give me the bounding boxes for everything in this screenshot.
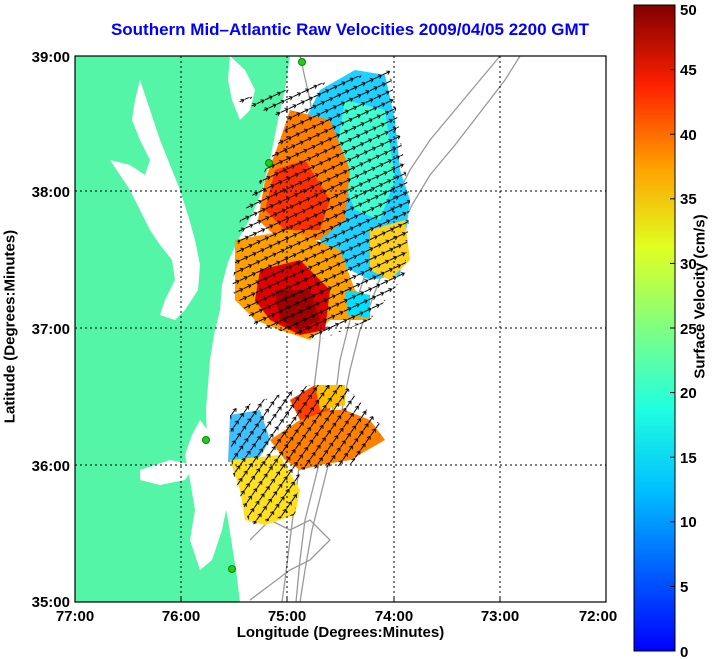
colorbar-tick-label: 40 — [680, 127, 697, 144]
x-tick-marks — [74, 596, 607, 602]
colorbar-title: Surface Velocity (cm/s) — [691, 214, 709, 379]
y-tick-label: 38:00 — [32, 184, 70, 201]
radar-stations — [202, 58, 306, 573]
y-tick-label: 37:00 — [32, 321, 70, 338]
x-tick-label: 76:00 — [162, 608, 200, 625]
grid-lines — [75, 56, 606, 602]
velocity-field-north — [232, 70, 410, 340]
colorbar-tick-label: 45 — [680, 62, 697, 79]
x-tick-label: 73:00 — [481, 608, 519, 625]
colorbar-tick-label: 15 — [680, 450, 697, 467]
y-tick-label: 36:00 — [32, 458, 70, 475]
station-marker — [202, 436, 210, 444]
x-tick-label: 77:00 — [56, 608, 94, 625]
colorbar-tick-label: 20 — [680, 385, 697, 402]
y-tick-label: 39:00 — [32, 49, 70, 66]
land-mass — [75, 56, 290, 602]
velocity-field-south — [228, 385, 385, 525]
colorbar-ticks — [670, 4, 675, 587]
colorbar-tick-label: 0 — [680, 644, 688, 659]
pamlico-sound — [185, 420, 228, 570]
station-marker — [265, 159, 273, 167]
colorbar-tick-label: 50 — [680, 2, 697, 19]
colorbar-tick-label: 10 — [680, 514, 697, 531]
chesapeake-bay — [110, 80, 200, 320]
x-axis-title: Longitude (Degrees:Minutes) — [236, 624, 445, 641]
colorbar-tick-label: 30 — [680, 256, 697, 273]
map-title: Southern Mid–Atlantic Raw Velocities 200… — [110, 20, 590, 39]
x-tick-label: 75:00 — [268, 608, 306, 625]
plot-border — [74, 55, 607, 603]
station-marker — [228, 565, 236, 573]
x-tick-label: 74:00 — [375, 608, 413, 625]
station-marker — [298, 58, 306, 66]
y-axis-title: Latitude (Degrees:Minutes) — [1, 229, 19, 424]
x-tick-label: 72:00 — [579, 608, 617, 625]
colorbar — [633, 4, 676, 652]
colorbar-tick-label: 25 — [680, 321, 697, 338]
colorbar-tick-label: 35 — [680, 191, 697, 208]
y-tick-label: 35:00 — [32, 594, 70, 611]
colorbar-tick-label: 5 — [680, 579, 688, 596]
